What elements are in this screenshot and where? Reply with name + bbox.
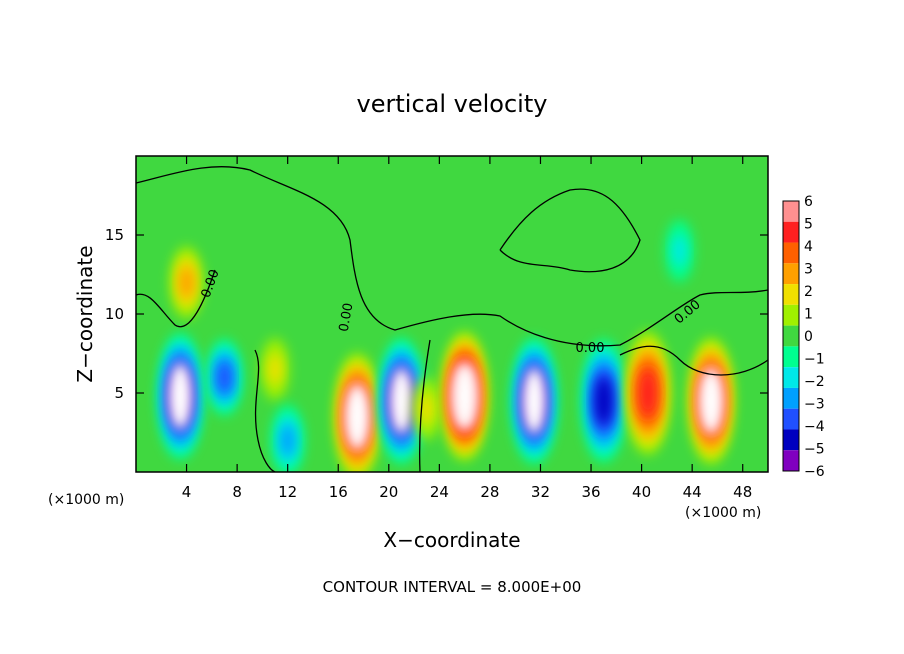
x-tick-label: 44 xyxy=(683,483,702,501)
velocity-cell xyxy=(334,353,380,472)
colorbar-swatch xyxy=(783,242,799,264)
chart-title: vertical velocity xyxy=(357,90,548,118)
colorbar: 6 5 4 3 2 1 0 −1 −2 −3 −4 −5 −6 xyxy=(782,194,825,480)
y-axis-ticks: 5 10 15 xyxy=(105,226,768,402)
velocity-cell xyxy=(511,337,557,465)
y-tick-label: 5 xyxy=(114,384,124,402)
velocity-cell xyxy=(271,404,304,472)
colorbar-swatch xyxy=(783,221,799,243)
x-axis-label: X−coordinate xyxy=(383,528,520,552)
velocity-cell xyxy=(665,219,694,282)
contour-label: 0.00 xyxy=(576,341,605,356)
colorbar-swatch xyxy=(783,429,799,451)
zero-contours xyxy=(136,166,768,472)
colorbar-swatch xyxy=(783,201,799,222)
contour-interval-note: CONTOUR INTERVAL = 8.000E+00 xyxy=(323,578,582,596)
x-tick-label: 36 xyxy=(581,483,600,501)
x-units-right: (×1000 m) xyxy=(685,505,761,521)
colorbar-swatch xyxy=(783,450,799,471)
velocity-cell xyxy=(170,246,203,319)
colorbar-tick-label: 4 xyxy=(804,239,813,255)
colorbar-tick-label: −6 xyxy=(804,464,825,480)
velocity-cell-level xyxy=(267,353,283,386)
y-tick-label: 10 xyxy=(105,305,124,323)
colorbar-swatch xyxy=(783,408,799,430)
velocity-cell xyxy=(261,338,289,401)
velocity-cell-level xyxy=(280,424,295,457)
x-tick-label: 4 xyxy=(182,483,192,501)
zero-contour-line xyxy=(136,269,216,328)
x-tick-label: 48 xyxy=(733,483,752,501)
y-axis-label: Z−coordinate xyxy=(73,245,97,382)
velocity-cell xyxy=(688,337,734,465)
x-tick-label: 8 xyxy=(232,483,242,501)
velocity-cell-core xyxy=(345,382,370,451)
velocity-cell-level xyxy=(217,361,232,394)
colorbar-swatch xyxy=(783,387,799,409)
colorbar-tick-label: −3 xyxy=(804,397,825,413)
colorbar-tick-label: −4 xyxy=(804,419,825,435)
zero-contour-line xyxy=(499,188,641,273)
velocity-cell-level xyxy=(672,234,687,267)
velocity-features xyxy=(157,219,734,472)
colorbar-tick-label: 1 xyxy=(804,307,813,323)
zero-contour-line xyxy=(254,349,276,472)
velocity-cell-level xyxy=(639,368,657,418)
x-tick-label: 16 xyxy=(329,483,348,501)
colorbar-tick-label: −1 xyxy=(804,352,825,368)
velocity-cell-core xyxy=(452,362,477,431)
velocity-cell xyxy=(412,377,441,440)
colorbar-tick-label: 5 xyxy=(804,217,813,233)
colorbar-tick-label: 0 xyxy=(804,329,813,345)
y-tick-label: 15 xyxy=(105,226,124,244)
zero-contour-line xyxy=(619,345,768,376)
velocity-cell-level xyxy=(419,392,434,425)
velocity-cell-core xyxy=(522,366,547,435)
velocity-cell-core xyxy=(699,366,724,435)
velocity-cell xyxy=(441,331,488,461)
colorbar-swatch xyxy=(783,325,799,347)
velocity-cell xyxy=(157,332,203,460)
velocity-cell-core xyxy=(389,366,414,435)
x-tick-label: 12 xyxy=(278,483,297,501)
x-tick-label: 24 xyxy=(430,483,449,501)
velocity-cell-level xyxy=(594,376,613,426)
velocity-cell-core xyxy=(168,362,193,431)
colorbar-swatch xyxy=(783,367,799,388)
colorbar-swatch xyxy=(783,284,799,305)
colorbar-tick-label: 3 xyxy=(804,262,813,278)
x-tick-label: 20 xyxy=(379,483,398,501)
colorbar-tick-label: −2 xyxy=(804,374,825,390)
colorbar-tick-label: −5 xyxy=(804,442,825,458)
zero-contour-line xyxy=(136,166,768,347)
colorbar-frame xyxy=(782,200,800,472)
contour-label: 0.00 xyxy=(337,302,357,333)
velocity-cell xyxy=(207,338,242,416)
velocity-cell xyxy=(625,331,670,455)
zero-contour-line xyxy=(419,339,431,472)
colorbar-tick-label: 6 xyxy=(804,194,813,210)
x-tick-label: 28 xyxy=(480,483,499,501)
velocity-cell-level xyxy=(179,266,194,299)
velocity-cell xyxy=(581,338,626,463)
velocity-cell xyxy=(378,337,424,465)
x-units-left: (×1000 m) xyxy=(48,492,124,508)
x-tick-label: 32 xyxy=(531,483,550,501)
colorbar-swatch xyxy=(783,346,799,368)
colorbar-tick-label: 2 xyxy=(804,284,813,300)
x-tick-label: 40 xyxy=(632,483,651,501)
colorbar-swatch xyxy=(783,263,799,285)
x-axis-ticks: 4 8 12 16 20 24 28 32 36 40 44 48 xyxy=(182,156,752,501)
colorbar-swatch xyxy=(783,304,799,326)
